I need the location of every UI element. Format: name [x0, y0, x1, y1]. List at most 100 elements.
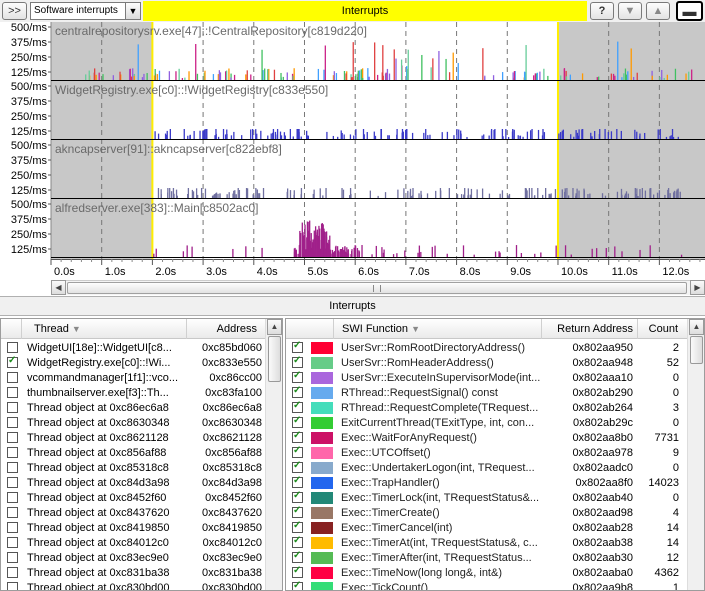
move-down-button[interactable]: ▼ [618, 2, 642, 20]
scroll-up-icon[interactable]: ▲ [689, 319, 704, 335]
scroll-up-icon[interactable]: ▲ [267, 319, 282, 335]
row-checkbox[interactable] [7, 417, 18, 428]
row-checkbox[interactable] [292, 505, 303, 518]
row-checkbox[interactable] [292, 565, 303, 578]
table-row[interactable]: Exec::TimerAfter(int, TRequestStatus... 0… [286, 550, 688, 565]
table-row[interactable]: Thread object at 0xc856af88 0xc856af88 [1, 445, 266, 460]
row-checkbox[interactable] [292, 340, 303, 353]
table-row[interactable]: RThread::RequestSignal() const 0x802ab290… [286, 385, 688, 400]
table-row[interactable]: Exec::TimerAt(int, TRequestStatus&, c...… [286, 535, 688, 550]
table-row[interactable]: UserSvr::ExecuteInSupervisorMode(int... 0… [286, 370, 688, 385]
color-swatch[interactable] [311, 506, 333, 519]
move-up-button[interactable]: ▲ [646, 2, 670, 20]
color-swatch[interactable] [311, 356, 333, 369]
table-row[interactable]: Thread object at 0xc830bd00 0xc830bd00 [1, 580, 266, 590]
table-row[interactable]: Thread object at 0xc8621128 0xc8621128 [1, 430, 266, 445]
thread-table-scrollbar[interactable]: ▲ [265, 319, 282, 590]
row-checkbox[interactable] [7, 342, 18, 353]
count-column-header[interactable]: Count [638, 319, 688, 339]
table-row[interactable]: WidgetRegistry.exe[c0]::!Wi... 0xc833e550 [1, 355, 266, 370]
table-row[interactable]: Exec::TimeNow(long long&, int&) 0x802aaba… [286, 565, 688, 580]
color-swatch[interactable] [311, 521, 333, 534]
row-checkbox[interactable] [292, 520, 303, 533]
color-swatch[interactable] [311, 536, 333, 549]
color-swatch[interactable] [311, 551, 333, 564]
row-checkbox[interactable] [292, 550, 303, 563]
color-swatch[interactable] [311, 431, 333, 444]
table-row[interactable]: Exec::TimerCreate() 0x802aad98 4 [286, 505, 688, 520]
table-row[interactable]: Exec::TimerLock(int, TRequestStatus&... 0… [286, 490, 688, 505]
table-row[interactable]: thumbnailserver.exe[f3]::Th... 0xc83fa100 [1, 385, 266, 400]
table-row[interactable]: Exec::TimerCancel(int) 0x802aab28 14 [286, 520, 688, 535]
row-checkbox[interactable] [7, 387, 18, 398]
layout-button[interactable]: ▬ [676, 1, 703, 21]
table-row[interactable]: ExitCurrentThread(TExitType, int, con...… [286, 415, 688, 430]
row-checkbox[interactable] [7, 522, 18, 533]
color-swatch[interactable] [311, 386, 333, 399]
address-column-header[interactable]: Address [187, 319, 266, 339]
table-row[interactable]: Exec::WaitForAnyRequest() 0x802aa8b0 7731 [286, 430, 688, 445]
color-swatch[interactable] [311, 566, 333, 579]
row-checkbox[interactable] [292, 490, 303, 503]
row-checkbox[interactable] [292, 400, 303, 413]
row-checkbox[interactable] [7, 432, 18, 443]
table-row[interactable]: Thread object at 0xc83ec9e0 0xc83ec9e0 [1, 550, 266, 565]
row-checkbox[interactable] [7, 372, 18, 383]
scroll-thumb[interactable] [67, 282, 687, 294]
scroll-right-icon[interactable]: ▶ [690, 280, 705, 295]
row-checkbox[interactable] [7, 462, 18, 473]
table-row[interactable]: Thread object at 0xc8419850 0xc8419850 [1, 520, 266, 535]
row-checkbox[interactable] [7, 552, 18, 563]
timeline-scrollbar[interactable]: ◀ ▶ [51, 280, 705, 295]
row-checkbox[interactable] [292, 385, 303, 398]
row-checkbox[interactable] [292, 370, 303, 383]
row-checkbox[interactable] [7, 582, 18, 590]
swi-table-scrollbar[interactable]: ▲ [687, 319, 704, 590]
row-checkbox[interactable] [7, 402, 18, 413]
table-row[interactable]: Exec::UTCOffset() 0x802aa978 9 [286, 445, 688, 460]
row-checkbox[interactable] [7, 477, 18, 488]
event-type-dropdown[interactable]: Software interrupts ▼ [30, 2, 141, 20]
row-checkbox[interactable] [292, 460, 303, 473]
expand-button[interactable]: >> [2, 2, 27, 20]
row-checkbox[interactable] [7, 537, 18, 548]
color-swatch[interactable] [311, 446, 333, 459]
table-row[interactable]: Exec::TickCount() 0x802aa9b8 1 [286, 580, 688, 590]
table-row[interactable]: RThread::RequestComplete(TRequest... 0x80… [286, 400, 688, 415]
row-checkbox[interactable] [7, 507, 18, 518]
row-checkbox[interactable] [292, 475, 303, 488]
color-swatch[interactable] [311, 341, 333, 354]
scroll-left-icon[interactable]: ◀ [51, 280, 66, 295]
table-row[interactable]: Thread object at 0xc84012c0 0xc84012c0 [1, 535, 266, 550]
table-row[interactable]: Thread object at 0xc8452f60 0xc8452f60 [1, 490, 266, 505]
swi-function-column-header[interactable]: SWI Function ▼ [334, 319, 542, 339]
row-checkbox[interactable] [292, 535, 303, 548]
table-row[interactable]: Thread object at 0xc85318c8 0xc85318c8 [1, 460, 266, 475]
scroll-thumb[interactable] [268, 336, 281, 382]
row-checkbox[interactable] [7, 447, 18, 458]
table-row[interactable]: Exec::UndertakerLogon(int, TRequest... 0x… [286, 460, 688, 475]
scroll-thumb[interactable] [690, 336, 703, 364]
table-row[interactable]: Thread object at 0xc831ba38 0xc831ba38 [1, 565, 266, 580]
table-row[interactable]: Thread object at 0xc8437620 0xc8437620 [1, 505, 266, 520]
row-checkbox[interactable] [292, 430, 303, 443]
table-row[interactable]: Thread object at 0xc84d3a98 0xc84d3a98 [1, 475, 266, 490]
row-checkbox[interactable] [7, 567, 18, 578]
color-swatch[interactable] [311, 476, 333, 489]
table-row[interactable]: vcommandmanager[1f1]::vco... 0xc86cc00 [1, 370, 266, 385]
row-checkbox[interactable] [292, 580, 303, 590]
row-checkbox[interactable] [7, 355, 18, 368]
row-checkbox[interactable] [7, 492, 18, 503]
interrupts-chart[interactable]: 500/ms 375/ms 250/ms 125/ms centralrepositor… [0, 22, 705, 260]
color-swatch[interactable] [311, 371, 333, 384]
table-row[interactable]: Thread object at 0xc8630348 0xc8630348 [1, 415, 266, 430]
row-checkbox[interactable] [292, 355, 303, 368]
table-row[interactable]: UserSvr::RomRootDirectoryAddress() 0x802a… [286, 340, 688, 355]
return-address-column-header[interactable]: Return Address [542, 319, 638, 339]
table-row[interactable]: WidgetUI[18e]::WidgetUI[c8... 0xc85bd060 [1, 340, 266, 355]
help-button[interactable]: ? [590, 2, 614, 20]
color-swatch[interactable] [311, 416, 333, 429]
color-swatch[interactable] [311, 581, 333, 590]
thread-column-header[interactable]: Thread ▼ [22, 319, 187, 339]
color-swatch[interactable] [311, 461, 333, 474]
